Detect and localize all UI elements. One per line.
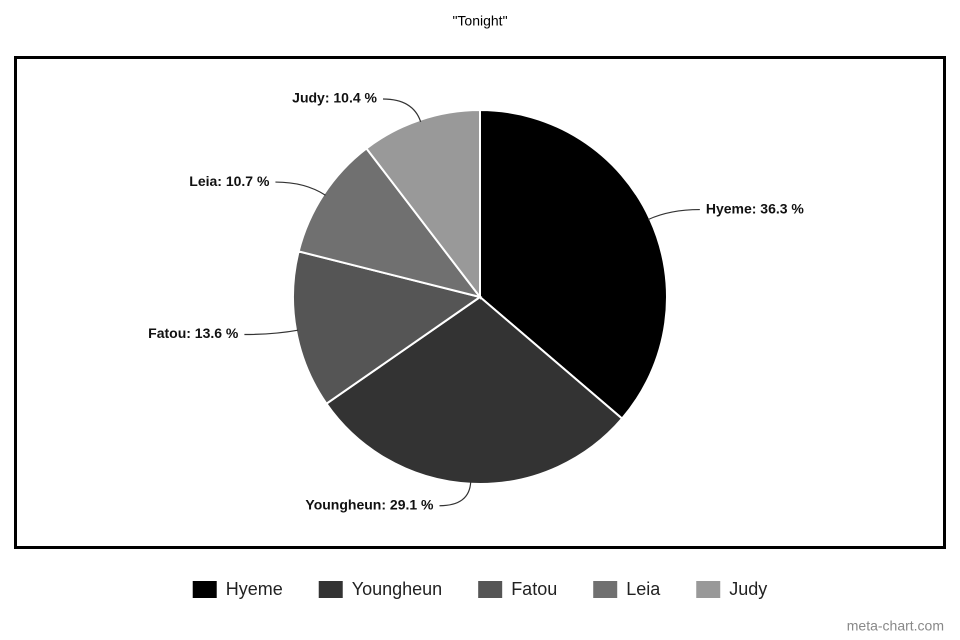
data-label: Youngheun: 29.1 % bbox=[305, 496, 434, 512]
legend-swatch bbox=[696, 581, 721, 598]
watermark: meta-chart.com bbox=[847, 618, 944, 634]
legend: Hyeme Youngheun Fatou Leia Judy bbox=[192, 579, 767, 599]
data-label: Hyeme: 36.3 % bbox=[706, 200, 805, 216]
leader-line bbox=[244, 329, 299, 336]
leader-line bbox=[647, 208, 700, 221]
legend-label: Fatou bbox=[511, 579, 557, 599]
legend-swatch bbox=[318, 581, 343, 598]
leader-line bbox=[439, 481, 472, 507]
legend-swatch bbox=[192, 581, 217, 598]
legend-label: Youngheun bbox=[352, 579, 442, 599]
leader-line bbox=[275, 181, 326, 196]
data-label: Fatou: 13.6 % bbox=[148, 325, 239, 341]
data-label: Judy: 10.4 % bbox=[292, 90, 377, 106]
legend-label: Judy bbox=[729, 579, 767, 599]
data-label: Leia: 10.7 % bbox=[189, 173, 270, 189]
leader-line bbox=[382, 98, 422, 122]
legend-label: Hyeme bbox=[226, 579, 283, 599]
legend-swatch bbox=[593, 581, 618, 598]
plot-frame bbox=[14, 56, 946, 549]
legend-label: Leia bbox=[626, 579, 661, 599]
chart-title: "Tonight" bbox=[452, 13, 507, 29]
legend-swatch bbox=[478, 581, 503, 598]
